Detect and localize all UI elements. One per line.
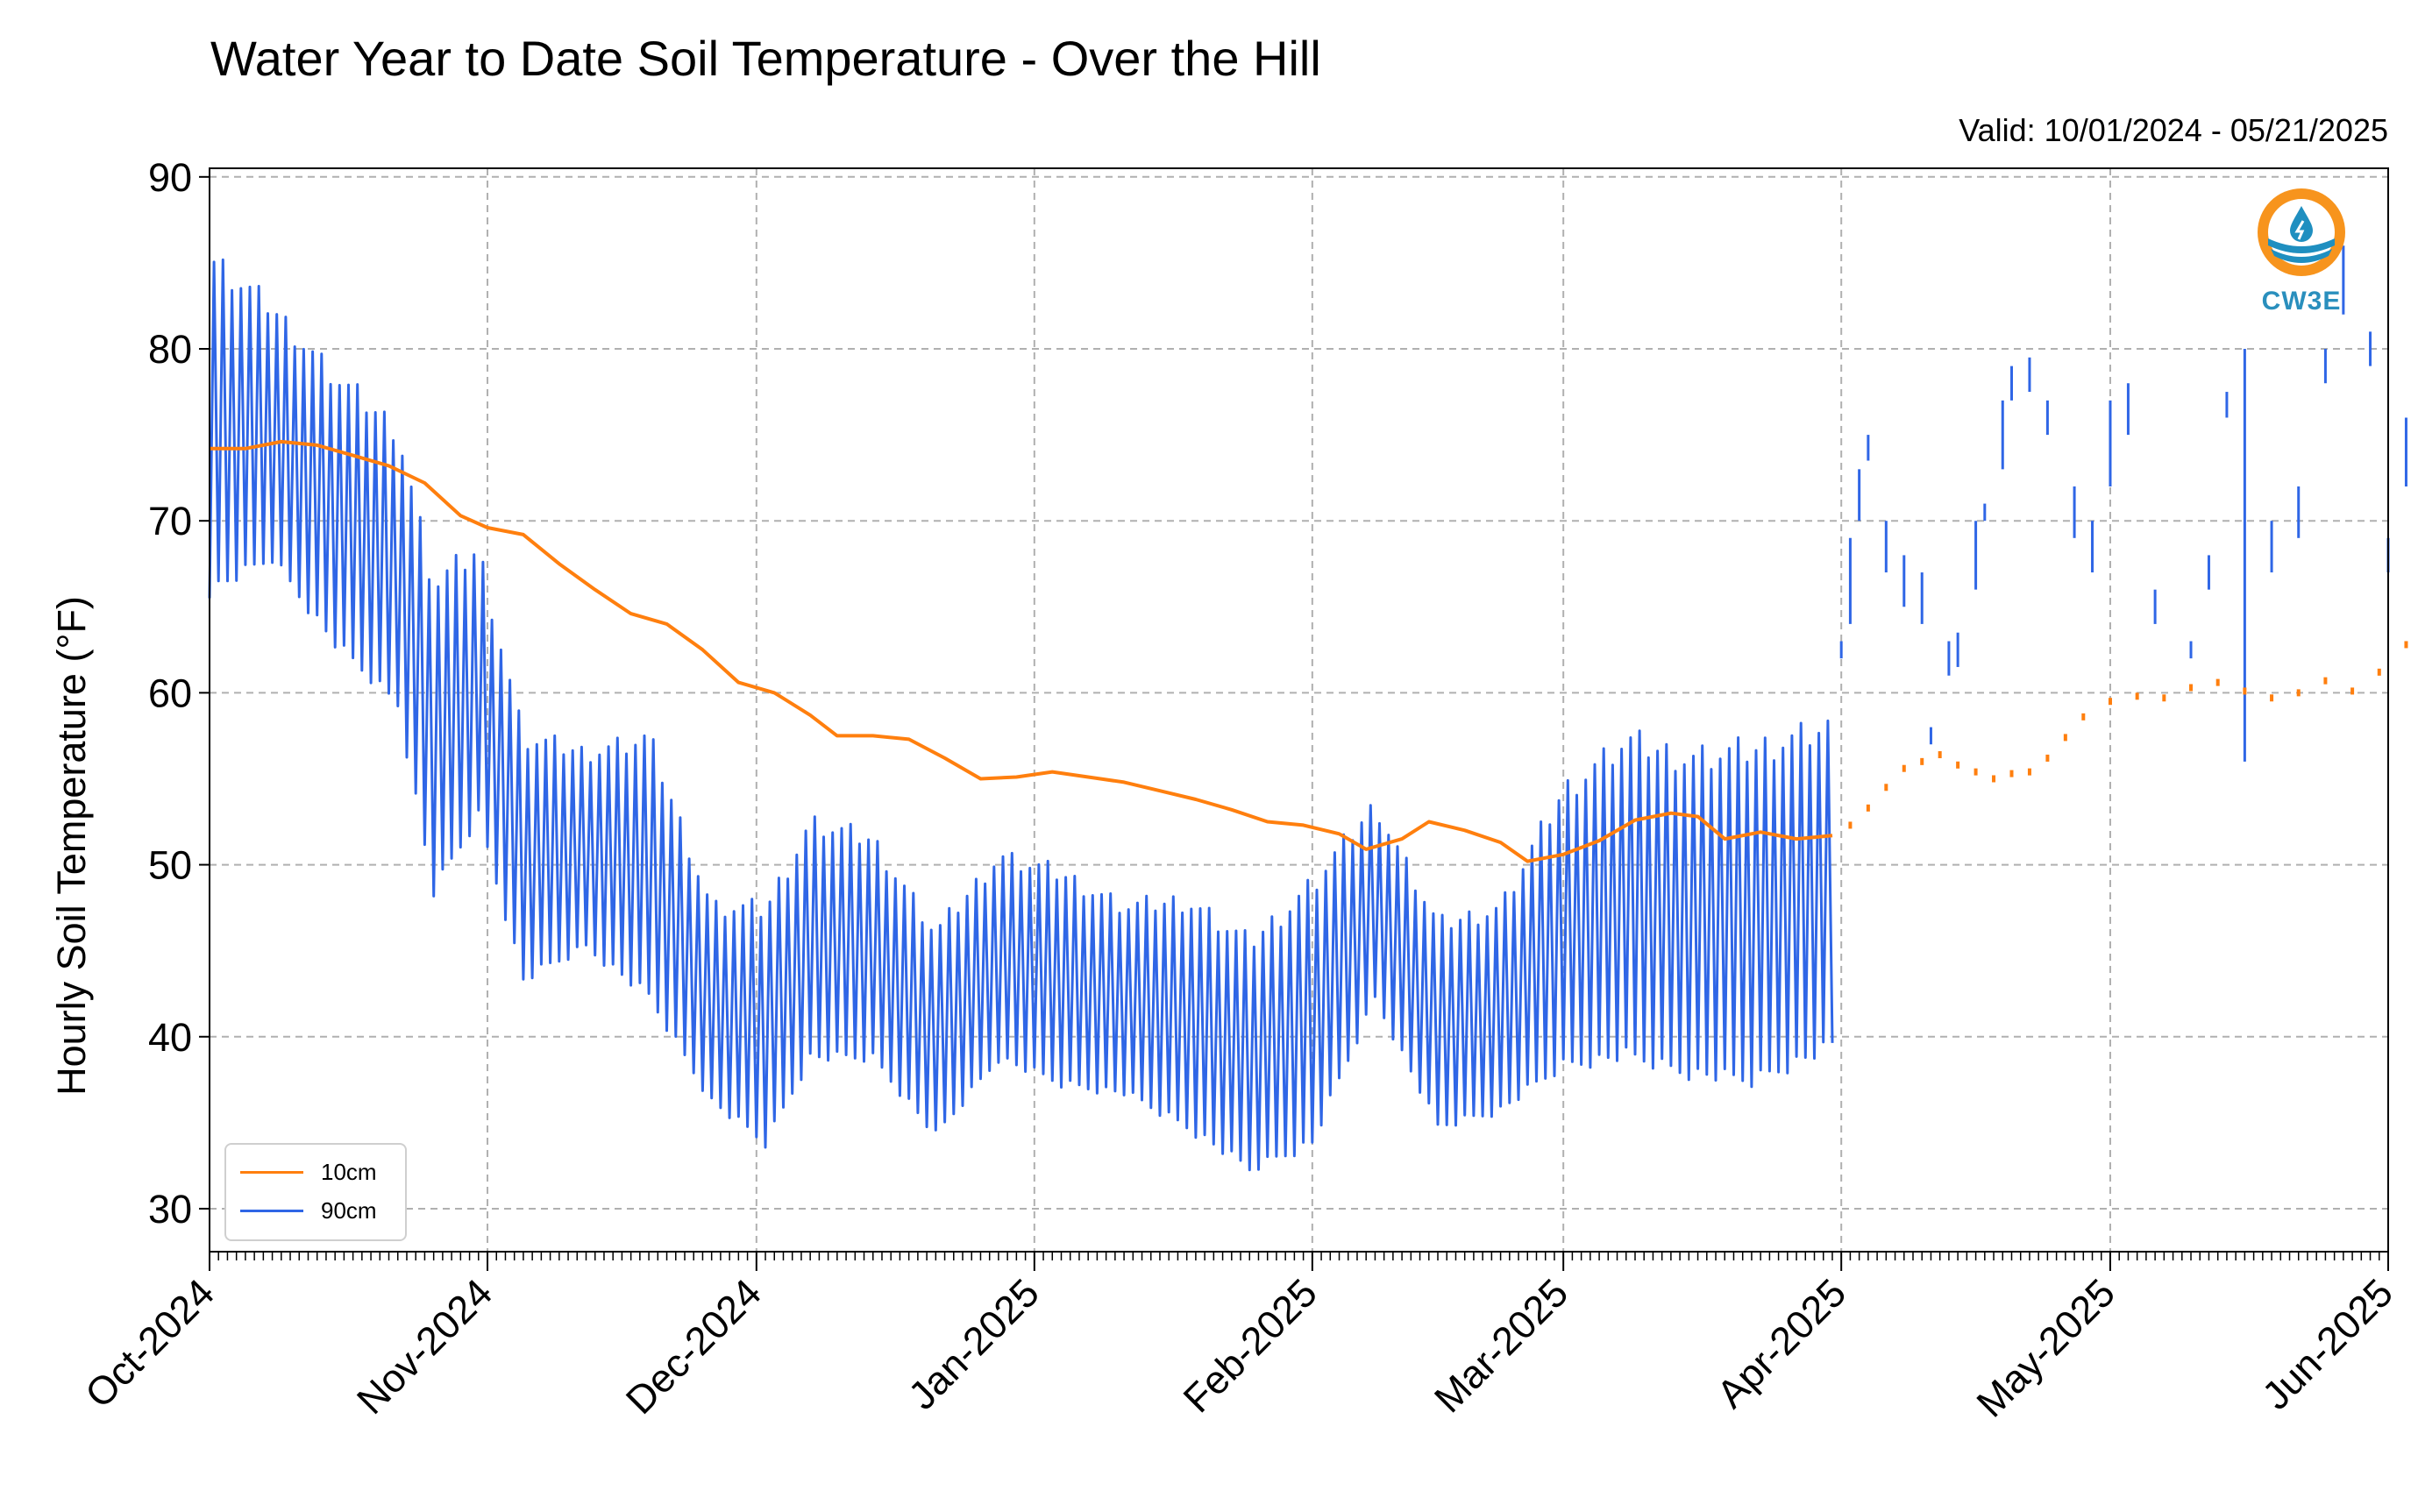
series-10cm-point bbox=[2350, 687, 2355, 695]
x-tick-label: Jan-2025 bbox=[900, 1270, 1048, 1418]
chart-subtitle: Valid: 10/01/2024 - 05/21/2025 bbox=[1959, 112, 2388, 148]
series-layer bbox=[208, 245, 2408, 1172]
legend-item-90cm: 90cm bbox=[240, 1196, 377, 1225]
series-10cm-point bbox=[2081, 713, 2086, 721]
series-10cm-point bbox=[2243, 687, 2247, 695]
series-10cm-point bbox=[1920, 757, 1924, 765]
legend-swatch-10cm bbox=[240, 1170, 303, 1174]
water-drop-icon bbox=[2258, 188, 2345, 276]
series-10cm-point bbox=[2135, 692, 2139, 700]
x-tick-label: Jun-2025 bbox=[2253, 1270, 2401, 1418]
legend-label-90cm: 90cm bbox=[321, 1196, 377, 1224]
y-tick-label: 70 bbox=[148, 499, 192, 543]
grid-layer bbox=[209, 168, 2389, 1252]
series-10cm-point bbox=[2009, 770, 2014, 777]
legend-item-10cm: 10cm bbox=[240, 1157, 377, 1187]
series-10cm-point bbox=[1866, 804, 1870, 812]
series-10cm-point bbox=[1938, 751, 1942, 759]
series-10cm-point bbox=[2377, 668, 2381, 676]
x-tick-label: Dec-2024 bbox=[617, 1270, 770, 1423]
series-10cm-point bbox=[2045, 754, 2050, 762]
series-10cm-point bbox=[2108, 698, 2112, 706]
y-tick-label: 80 bbox=[148, 327, 192, 372]
y-tick-label: 40 bbox=[148, 1015, 192, 1060]
x-tick-label: Oct-2024 bbox=[76, 1270, 223, 1416]
series-10cm-point bbox=[2063, 734, 2067, 742]
legend-label-10cm: 10cm bbox=[321, 1158, 377, 1185]
series-90cm-line bbox=[208, 258, 1834, 1172]
series-10cm-point bbox=[1992, 775, 1996, 783]
legend-swatch-90cm bbox=[240, 1209, 303, 1212]
logo-text: CW3E bbox=[2261, 287, 2342, 316]
x-tick-label: Nov-2024 bbox=[348, 1270, 501, 1423]
legend: 10cm 90cm bbox=[224, 1143, 407, 1241]
x-tick-label: May-2025 bbox=[1967, 1270, 2123, 1426]
series-10cm-point bbox=[2404, 641, 2408, 649]
series-10cm-point bbox=[2323, 677, 2328, 685]
series-10cm-point bbox=[2296, 689, 2301, 697]
cw3e-logo: CW3E bbox=[2244, 184, 2358, 316]
series-10cm-point bbox=[2270, 694, 2274, 702]
x-tick-label: Apr-2025 bbox=[1708, 1270, 1854, 1416]
y-tick-label: 50 bbox=[148, 843, 192, 888]
series-10cm-line bbox=[210, 439, 1833, 863]
series-10cm-point bbox=[1848, 821, 1853, 829]
series-10cm-point bbox=[2215, 678, 2220, 686]
chart-title: Water Year to Date Soil Temperature - Ov… bbox=[210, 31, 1321, 86]
series-10cm-point bbox=[1956, 761, 1960, 769]
y-tick-label: 90 bbox=[148, 155, 192, 200]
plot-frame bbox=[209, 167, 2389, 1253]
series-10cm-point bbox=[1902, 764, 1906, 772]
series-10cm-point bbox=[2162, 694, 2166, 702]
x-tick-label: Mar-2025 bbox=[1426, 1270, 1576, 1421]
series-10cm-point bbox=[1974, 768, 1978, 776]
y-tick-label: 60 bbox=[148, 671, 192, 715]
y-tick-label: 30 bbox=[148, 1187, 192, 1232]
series-10cm-point bbox=[2027, 768, 2031, 776]
series-10cm-point bbox=[1884, 784, 1888, 791]
series-10cm-point bbox=[2189, 684, 2194, 692]
x-tick-label: Feb-2025 bbox=[1175, 1270, 1326, 1421]
